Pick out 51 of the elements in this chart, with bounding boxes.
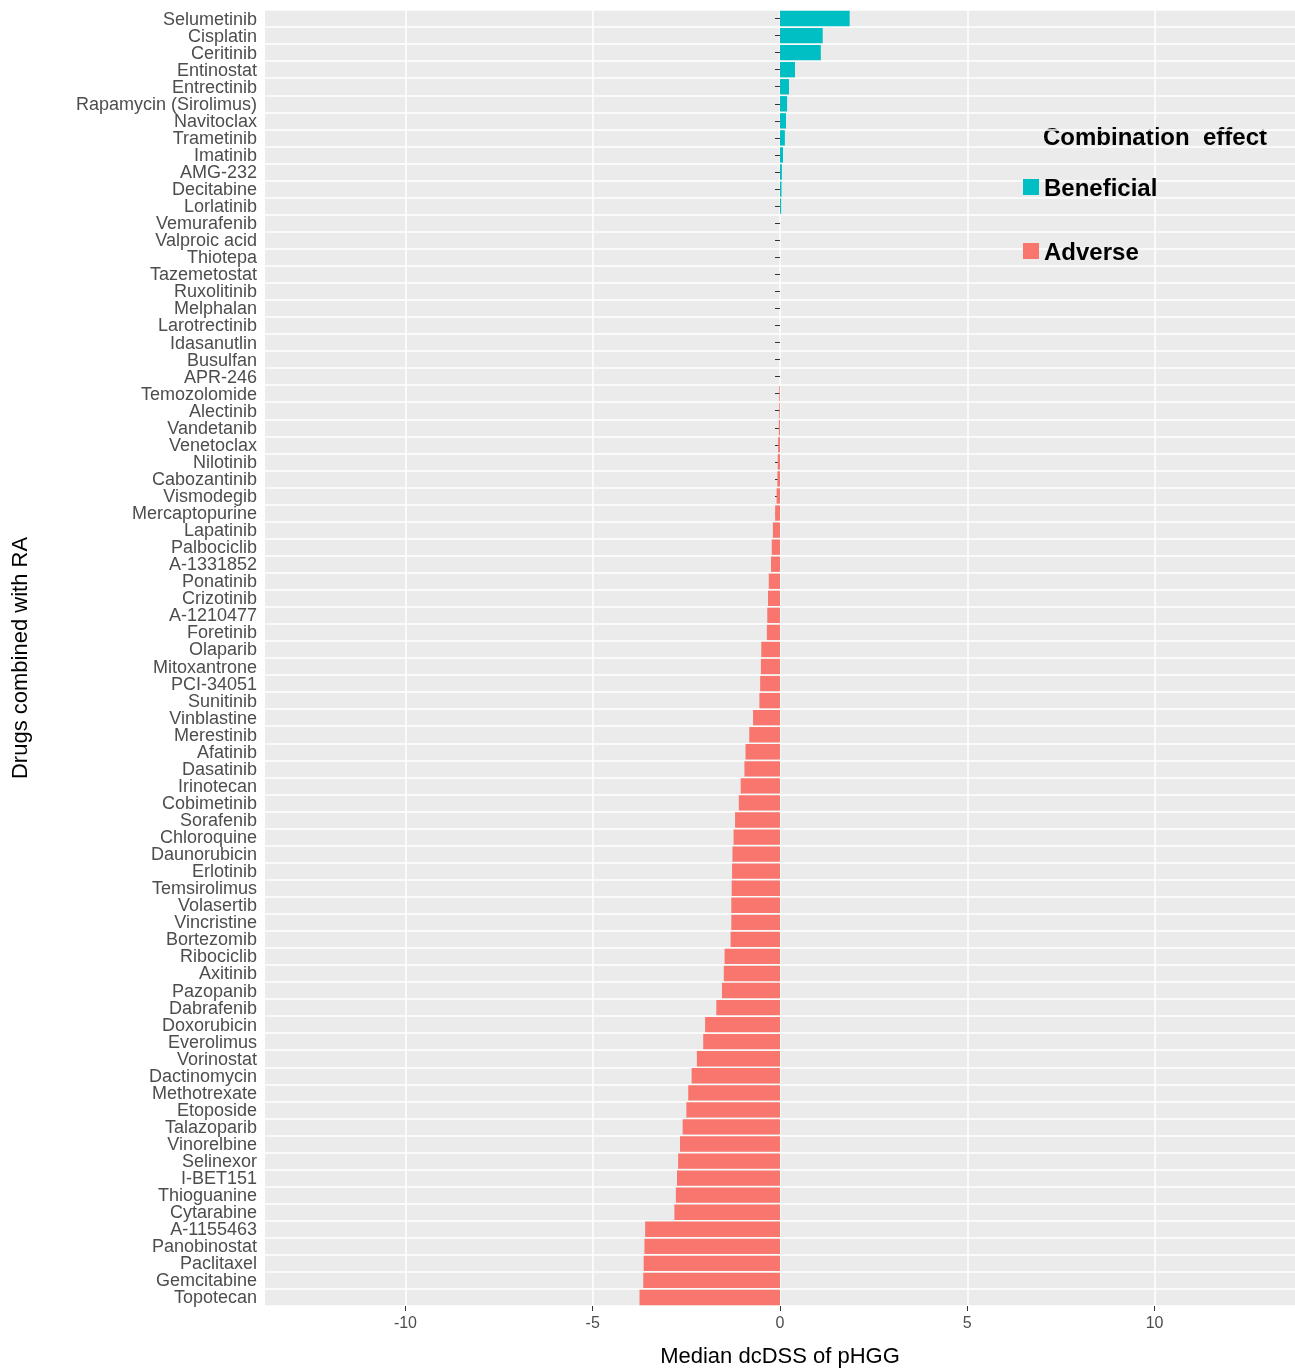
bar bbox=[771, 556, 780, 572]
bar bbox=[759, 692, 780, 709]
legend-label: Beneficial bbox=[1044, 173, 1158, 201]
legend-label: Adverse bbox=[1044, 237, 1139, 265]
y-tick-label: Sorafenib bbox=[179, 810, 257, 830]
bar bbox=[767, 607, 780, 624]
x-tick-label: 10 bbox=[1145, 1313, 1164, 1331]
x-tick-label: 0 bbox=[775, 1313, 785, 1331]
x-tick-label: -10 bbox=[393, 1313, 418, 1331]
bar bbox=[703, 1034, 780, 1050]
bar bbox=[696, 1051, 780, 1067]
bar bbox=[721, 982, 780, 999]
x-tick-label: 5 bbox=[962, 1313, 972, 1331]
legend-title: Combination effect bbox=[1043, 122, 1268, 150]
bar bbox=[780, 62, 795, 78]
bar bbox=[768, 590, 780, 606]
bar bbox=[753, 710, 780, 726]
bar bbox=[761, 641, 780, 658]
bar bbox=[780, 44, 821, 61]
bar bbox=[643, 1255, 780, 1272]
bar bbox=[724, 948, 780, 965]
y-tick-label: Chloroquine bbox=[159, 827, 257, 848]
bar bbox=[691, 1068, 780, 1084]
bar bbox=[730, 931, 780, 948]
x-axis-title: Median dcDSS of pHGG bbox=[660, 1342, 900, 1368]
bar bbox=[716, 999, 780, 1016]
bar bbox=[780, 96, 788, 112]
bar bbox=[780, 79, 789, 95]
bar bbox=[731, 880, 780, 896]
x-tick-label: -5 bbox=[585, 1313, 600, 1331]
bar bbox=[760, 675, 780, 692]
y-tick-label: Etoposide bbox=[176, 1099, 257, 1120]
bar bbox=[760, 658, 780, 675]
bar bbox=[723, 965, 780, 982]
bar bbox=[639, 1289, 780, 1306]
bar bbox=[780, 10, 850, 27]
bar bbox=[731, 914, 780, 930]
bar bbox=[674, 1204, 780, 1220]
bar bbox=[766, 624, 780, 641]
bar bbox=[731, 897, 780, 913]
bar bbox=[645, 1221, 780, 1237]
y-tick-label: Vismodegib bbox=[163, 486, 257, 506]
bar bbox=[780, 27, 823, 44]
y-axis-title: Drugs combined with RA bbox=[6, 536, 32, 780]
bar bbox=[644, 1238, 780, 1254]
bar bbox=[749, 727, 780, 743]
bar bbox=[745, 744, 780, 760]
bar bbox=[768, 573, 780, 589]
y-tick-label: AMG-232 bbox=[179, 162, 257, 182]
bar bbox=[705, 1016, 780, 1033]
bar bbox=[643, 1272, 780, 1289]
